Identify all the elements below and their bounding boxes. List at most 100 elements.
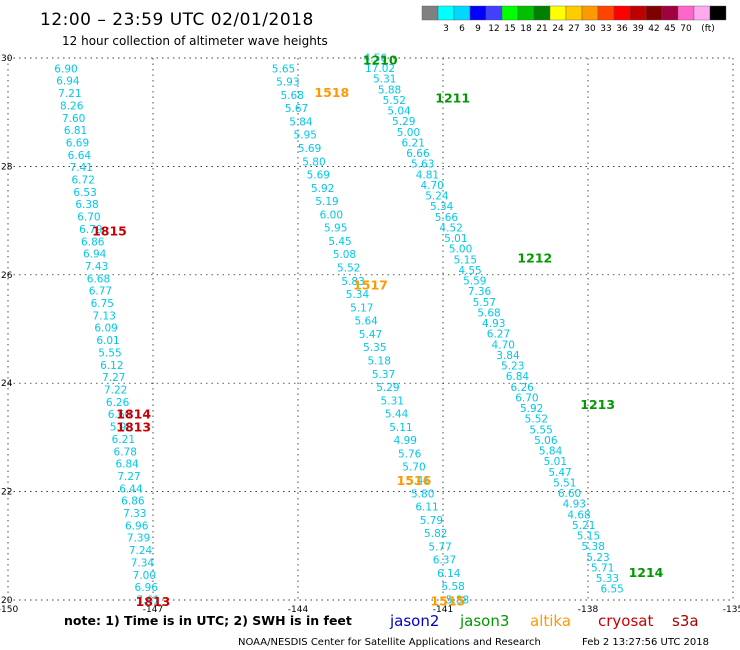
y-tick-label: 22 [1, 488, 12, 498]
pass-time-label: 1211 [435, 91, 470, 106]
pass-time-label: 1516 [397, 473, 432, 488]
swh-value: 6.81 [64, 125, 87, 137]
swh-value: 4.93 [482, 318, 505, 330]
swh-value: 5.15 [454, 254, 477, 266]
swh-value: 5.92 [311, 183, 334, 195]
swh-value: 5.31 [381, 395, 404, 407]
swh-value: 6.70 [515, 392, 538, 404]
scale-label: 18 [520, 24, 532, 34]
swh-value: 5.63 [411, 159, 434, 171]
chart-title: 12:00 – 23:59 UTC 02/01/2018 [40, 10, 314, 30]
swh-value: 5.34 [346, 289, 370, 301]
swh-value: 4.93 [563, 499, 586, 511]
scale-swatch [645, 5, 663, 21]
scale-label: (ft) [701, 24, 715, 34]
swh-value: 5.69 [298, 143, 321, 155]
swh-value: 7.21 [58, 88, 81, 100]
swh-value: 5.38 [582, 541, 605, 553]
swh-value: 6.38 [75, 199, 98, 211]
swh-value: 5.29 [376, 382, 399, 394]
swh-value: 5.82 [424, 528, 447, 540]
swh-value: 5.21 [572, 520, 595, 532]
pass-time-label: 1815 [92, 223, 127, 238]
scale-swatch [549, 5, 567, 21]
swh-value: 5.58 [441, 581, 464, 593]
swh-value: 5.11 [389, 422, 412, 434]
swh-value: 5.64 [354, 316, 378, 328]
y-tick-label: 28 [1, 162, 13, 172]
swh-value: 6.44 [119, 483, 143, 495]
pass-time-label: 1214 [629, 565, 664, 580]
swh-value: 6.12 [100, 360, 123, 372]
swh-value: 6.00 [320, 209, 343, 221]
scale-swatch [613, 5, 631, 21]
swh-value: 4.55 [458, 265, 481, 277]
swh-value: 7.27 [102, 372, 125, 384]
swh-value: 4.56 [364, 53, 388, 65]
swh-value: 5.45 [328, 236, 351, 248]
swh-value: 17.02 [365, 63, 395, 75]
swh-value: 5.15 [577, 531, 600, 543]
swh-value: 7.33 [123, 508, 146, 520]
swh-value: 5.47 [359, 329, 382, 341]
swh-value: 5.29 [392, 116, 415, 128]
swh-value: 7.43 [85, 261, 108, 273]
swh-value: 5.95 [294, 130, 317, 142]
scale-swatch [469, 5, 487, 21]
swh-value: 7.60 [62, 113, 85, 125]
scale-label: 30 [584, 24, 596, 34]
swh-value: 5.52 [337, 263, 360, 275]
swh-value: 5.80 [411, 488, 434, 500]
scale-swatch [485, 5, 503, 21]
swh-value: 5.76 [398, 448, 422, 460]
swh-value: 6.27 [487, 329, 510, 341]
x-tick-label: -135 [723, 605, 740, 615]
scale-label: 9 [475, 24, 481, 34]
swh-value: 7.24 [129, 545, 153, 557]
legend-item-altika: altika [530, 612, 571, 630]
swh-value: 5.71 [591, 562, 614, 574]
swh-value: 6.94 [83, 249, 107, 261]
y-tick-label: 30 [1, 54, 13, 64]
note-text: note: 1) Time is in UTC; 2) SWH is in fe… [64, 613, 352, 628]
swh-value: 5.83 [341, 276, 364, 288]
swh-value: 4.70 [492, 339, 515, 351]
pass-time-label: 1212 [517, 251, 552, 266]
swh-value: 5.88 [378, 84, 401, 96]
swh-value: 5.08 [333, 249, 356, 261]
pass-time-label: 1814 [116, 407, 151, 422]
swh-value: 5.06 [534, 435, 558, 447]
swh-value: 6.68 [87, 273, 110, 285]
swh-value: 6.69 [66, 137, 89, 149]
pass-time-label: 1213 [580, 397, 615, 412]
swh-value: 7.00 [133, 570, 156, 582]
swh-value: 5.04 [387, 106, 411, 118]
swh-value: 5.93 [276, 77, 299, 89]
scale-swatch [565, 5, 583, 21]
x-tick-label: -138 [578, 605, 599, 615]
swh-value: 7.36 [468, 286, 492, 298]
pass-time-label: 1515 [430, 594, 465, 609]
swh-value: 6.84 [506, 371, 530, 383]
swh-value: 6.21 [402, 137, 425, 149]
swh-value: 5.84 [539, 446, 563, 458]
legend-item-s3a: s3a [672, 612, 699, 630]
swh-value: 5.17 [350, 302, 373, 314]
scale-swatch [437, 5, 455, 21]
satellite-legend: jason2 jason3 altika cryosat s3a [389, 612, 699, 630]
swh-value: 5.65 [272, 63, 295, 75]
scale-swatch [533, 5, 551, 21]
swh-value: 5.23 [586, 552, 609, 564]
swh-value: 5.31 [373, 74, 396, 86]
scale-swatch [501, 5, 519, 21]
pass-time-label: 1517 [353, 278, 388, 293]
swh-value: 5.67 [285, 103, 308, 115]
scale-swatch [597, 5, 615, 21]
swh-value: 6.90 [54, 63, 77, 75]
color-scale: 3 6 9 12 15 18 21 24 27 30 33 36 39 42 45 70 (ft) [421, 5, 727, 34]
swh-value: 4.70 [420, 180, 443, 192]
x-tick-label: -147 [143, 605, 163, 615]
swh-value: 6.53 [73, 187, 96, 199]
swh-value: 6.96 [135, 582, 159, 594]
